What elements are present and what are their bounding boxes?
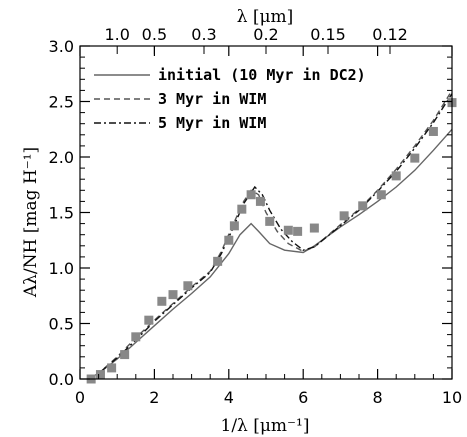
data-point: [339, 211, 349, 221]
data-point: [224, 235, 234, 245]
data-point: [229, 221, 239, 231]
data-point: [309, 223, 319, 233]
data-point: [144, 315, 154, 325]
top-tick-label: 0.2: [253, 25, 278, 44]
top-tick-label: 1.0: [104, 25, 129, 44]
x-tick-label: 8: [373, 388, 383, 407]
data-point: [131, 332, 141, 342]
x-tick-label: 0: [75, 388, 85, 407]
y-tick-label: 3.0: [49, 37, 74, 56]
legend-entry: initial (10 Myr in DC2): [158, 66, 366, 84]
data-point: [237, 204, 247, 214]
data-point: [391, 171, 401, 181]
data-point: [246, 190, 256, 200]
y-tick-label: 2.0: [49, 148, 74, 167]
series-layer: [87, 90, 453, 380]
data-point: [265, 216, 275, 226]
legend-entry: 3 Myr in WIM: [158, 90, 266, 108]
data-point: [107, 363, 117, 373]
observed-points: [86, 98, 457, 384]
data-point: [376, 190, 386, 200]
top-tick-label: 0.3: [191, 25, 216, 44]
data-point: [358, 201, 368, 211]
data-point: [120, 350, 130, 360]
data-point: [95, 370, 105, 380]
data-point: [293, 226, 303, 236]
x-axis-label: 1/λ [μm⁻¹]: [221, 416, 310, 436]
y-tick-label: 0.0: [49, 370, 74, 389]
axes: 0 2 4 6 8 10 0.0 0.5 1.0 1.5 2.0 2.5 3.0 1.0 0.5 0.3 0.2…: [49, 25, 463, 407]
x-tick-label: 2: [149, 388, 159, 407]
legend-entry: 5 Myr in WIM: [158, 114, 266, 132]
top-tick-label: 0.15: [310, 25, 346, 44]
x-tick-label: 10: [442, 388, 462, 407]
legend: initial (10 Myr in DC2) 3 Myr in WIM 5 Myr…: [94, 66, 366, 132]
x-tick-label: 4: [224, 388, 234, 407]
series-line-2: [87, 90, 453, 380]
y-tick-label: 2.5: [49, 93, 74, 112]
y-tick-label: 1.5: [49, 204, 74, 223]
data-point: [428, 126, 438, 136]
data-point: [183, 281, 193, 291]
data-point: [168, 290, 178, 300]
data-point: [255, 196, 265, 206]
data-point: [157, 296, 167, 306]
top-tick-label: 0.5: [142, 25, 167, 44]
data-point: [283, 225, 293, 235]
x-tick-label: 6: [298, 388, 308, 407]
data-point: [410, 153, 420, 163]
top-axis-label: λ [μm]: [237, 7, 294, 27]
top-tick-label: 0.12: [372, 25, 408, 44]
y-axis-label: Aλ/NH [mag H⁻¹]: [21, 147, 41, 298]
y-tick-label: 0.5: [49, 315, 74, 334]
y-tick-label: 1.0: [49, 259, 74, 278]
data-point: [213, 256, 223, 266]
